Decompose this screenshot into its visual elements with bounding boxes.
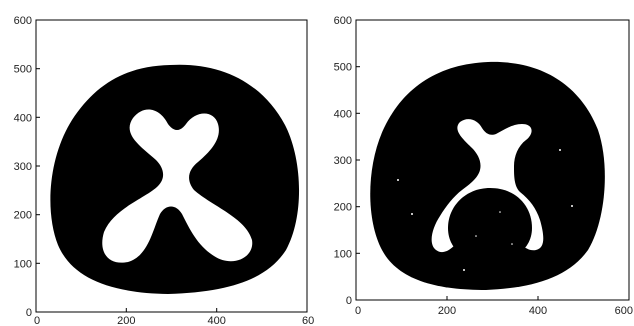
- left-ytick-300: 300: [14, 161, 32, 173]
- right-ytick-300: 300: [334, 155, 352, 167]
- left-ytick-100: 100: [14, 258, 32, 270]
- right-inner-mass: [448, 188, 532, 262]
- left-cavity-shape: [102, 109, 253, 263]
- right-xtick-200: 200: [438, 305, 456, 317]
- panel-left: 0 100 200 300 400 500 600 0 200 400 60: [14, 15, 315, 326]
- left-y-axis: 0 100 200 300 400 500 600: [14, 15, 40, 319]
- left-ytick-400: 400: [14, 112, 32, 124]
- right-ytick-400: 400: [334, 108, 352, 120]
- right-ytick-200: 200: [334, 202, 352, 214]
- right-xtick-600: 600: [615, 305, 633, 317]
- right-speckles: [397, 149, 573, 271]
- left-ytick-0: 0: [26, 307, 32, 319]
- panel-right: 0 100 200 300 400 500 600 0 200 400 600: [334, 15, 633, 317]
- left-x-axis: 0 200 400 60: [34, 308, 314, 326]
- left-ytick-500: 500: [14, 64, 32, 76]
- right-y-axis: 0 100 200 300 400 500 600: [334, 15, 360, 307]
- right-xtick-400: 400: [529, 305, 547, 317]
- right-xtick-0: 0: [355, 305, 361, 317]
- right-ytick-500: 500: [334, 62, 352, 74]
- left-xtick-200: 200: [117, 315, 135, 326]
- left-ytick-600: 600: [14, 15, 32, 27]
- right-ytick-0: 0: [346, 295, 352, 307]
- right-ytick-100: 100: [334, 248, 352, 260]
- left-xtick-600: 60: [302, 315, 314, 326]
- right-x-axis: 0 200 400 600: [355, 296, 633, 317]
- left-xtick-0: 0: [34, 315, 40, 326]
- left-ytick-200: 200: [14, 210, 32, 222]
- right-ytick-600: 600: [334, 15, 352, 27]
- left-xtick-400: 400: [208, 315, 226, 326]
